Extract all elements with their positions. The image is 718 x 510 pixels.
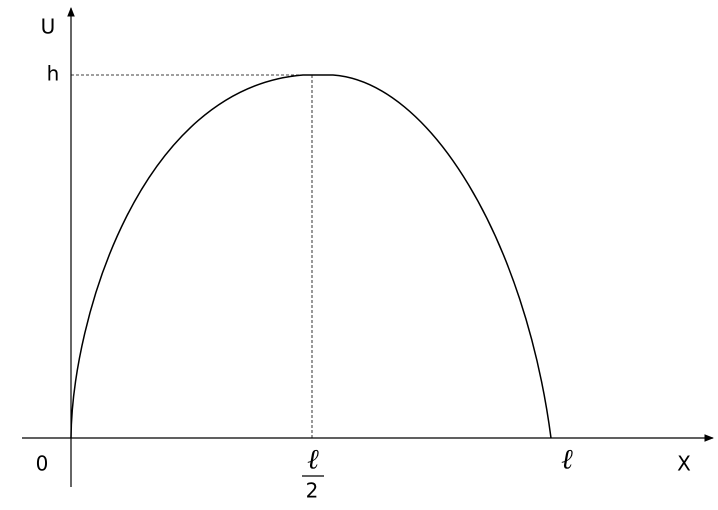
curve [70, 74, 552, 439]
h-label: h [47, 62, 60, 86]
half-denominator: 2 [306, 479, 319, 503]
half-numerator: ℓ [307, 444, 319, 475]
origin-label: 0 [36, 452, 49, 476]
y-label: U [41, 15, 56, 39]
length-label: ℓ [561, 444, 573, 475]
x-label: X [677, 452, 691, 476]
